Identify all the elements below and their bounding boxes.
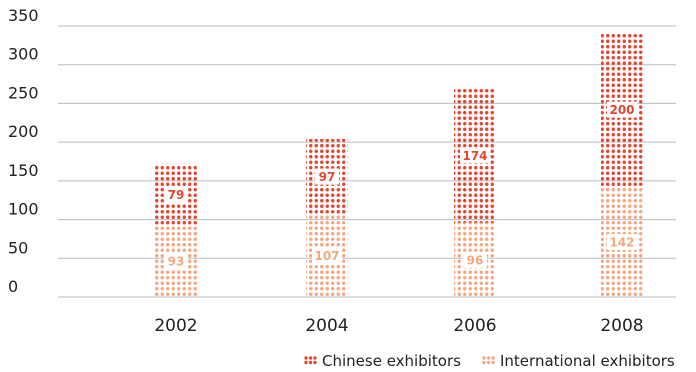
legend-dot — [308, 356, 313, 360]
value-label-background — [463, 251, 487, 268]
value-label-background — [607, 101, 637, 118]
y-tick-label: 150 — [8, 161, 39, 180]
legend: Chinese exhibitors International exhibito… — [304, 352, 675, 370]
legend-dot — [482, 356, 486, 360]
value-label-background — [607, 234, 637, 251]
legend-swatch — [482, 356, 495, 365]
grid-lines — [58, 25, 676, 298]
value-label: 97 — [319, 170, 336, 184]
x-tick-label: 2004 — [305, 316, 348, 336]
legend-dot — [304, 356, 308, 360]
value-label: 200 — [609, 103, 634, 117]
legend-dot — [313, 356, 317, 360]
legend-dot — [313, 360, 317, 365]
y-tick-label: 50 — [8, 238, 28, 257]
value-label: 142 — [609, 236, 634, 250]
value-label: 93 — [168, 254, 185, 268]
value-label-background — [315, 168, 339, 185]
y-axis: 0 50 100 150 200 250 300 350 — [8, 6, 39, 296]
legend-dot — [491, 360, 495, 365]
bars: 93 79 107 97 96 174 142 200 — [155, 32, 643, 297]
legend-item-chinese-exhibitors: Chinese exhibitors — [304, 352, 461, 370]
x-tick-label: 2002 — [154, 316, 197, 336]
x-tick-label: 2006 — [453, 316, 496, 336]
x-tick-label: 2008 — [600, 316, 643, 336]
legend-label: Chinese exhibitors — [322, 352, 461, 370]
legend-item-international-exhibitors: International exhibitors — [482, 352, 675, 370]
value-label: 174 — [462, 149, 487, 163]
legend-swatch — [304, 356, 317, 365]
legend-dot — [486, 360, 491, 365]
value-label-background — [164, 186, 188, 203]
legend-dot — [482, 360, 486, 365]
x-axis: 2002 2004 2006 2008 — [154, 316, 643, 336]
legend-dot — [491, 356, 495, 360]
value-label: 107 — [314, 249, 339, 263]
y-tick-label: 300 — [8, 45, 39, 64]
value-label: 96 — [467, 253, 484, 267]
y-tick-label: 0 — [8, 277, 18, 296]
y-tick-label: 250 — [8, 83, 39, 102]
y-tick-label: 350 — [8, 6, 39, 25]
value-label-background — [460, 147, 490, 164]
value-label-background — [164, 252, 188, 269]
value-label: 79 — [168, 188, 185, 202]
y-tick-label: 100 — [8, 200, 39, 219]
legend-dot — [308, 360, 313, 365]
y-tick-label: 200 — [8, 122, 39, 141]
legend-dot — [486, 356, 491, 360]
value-label-background — [312, 247, 342, 264]
legend-label: International exhibitors — [500, 352, 675, 370]
legend-dot — [304, 360, 308, 365]
